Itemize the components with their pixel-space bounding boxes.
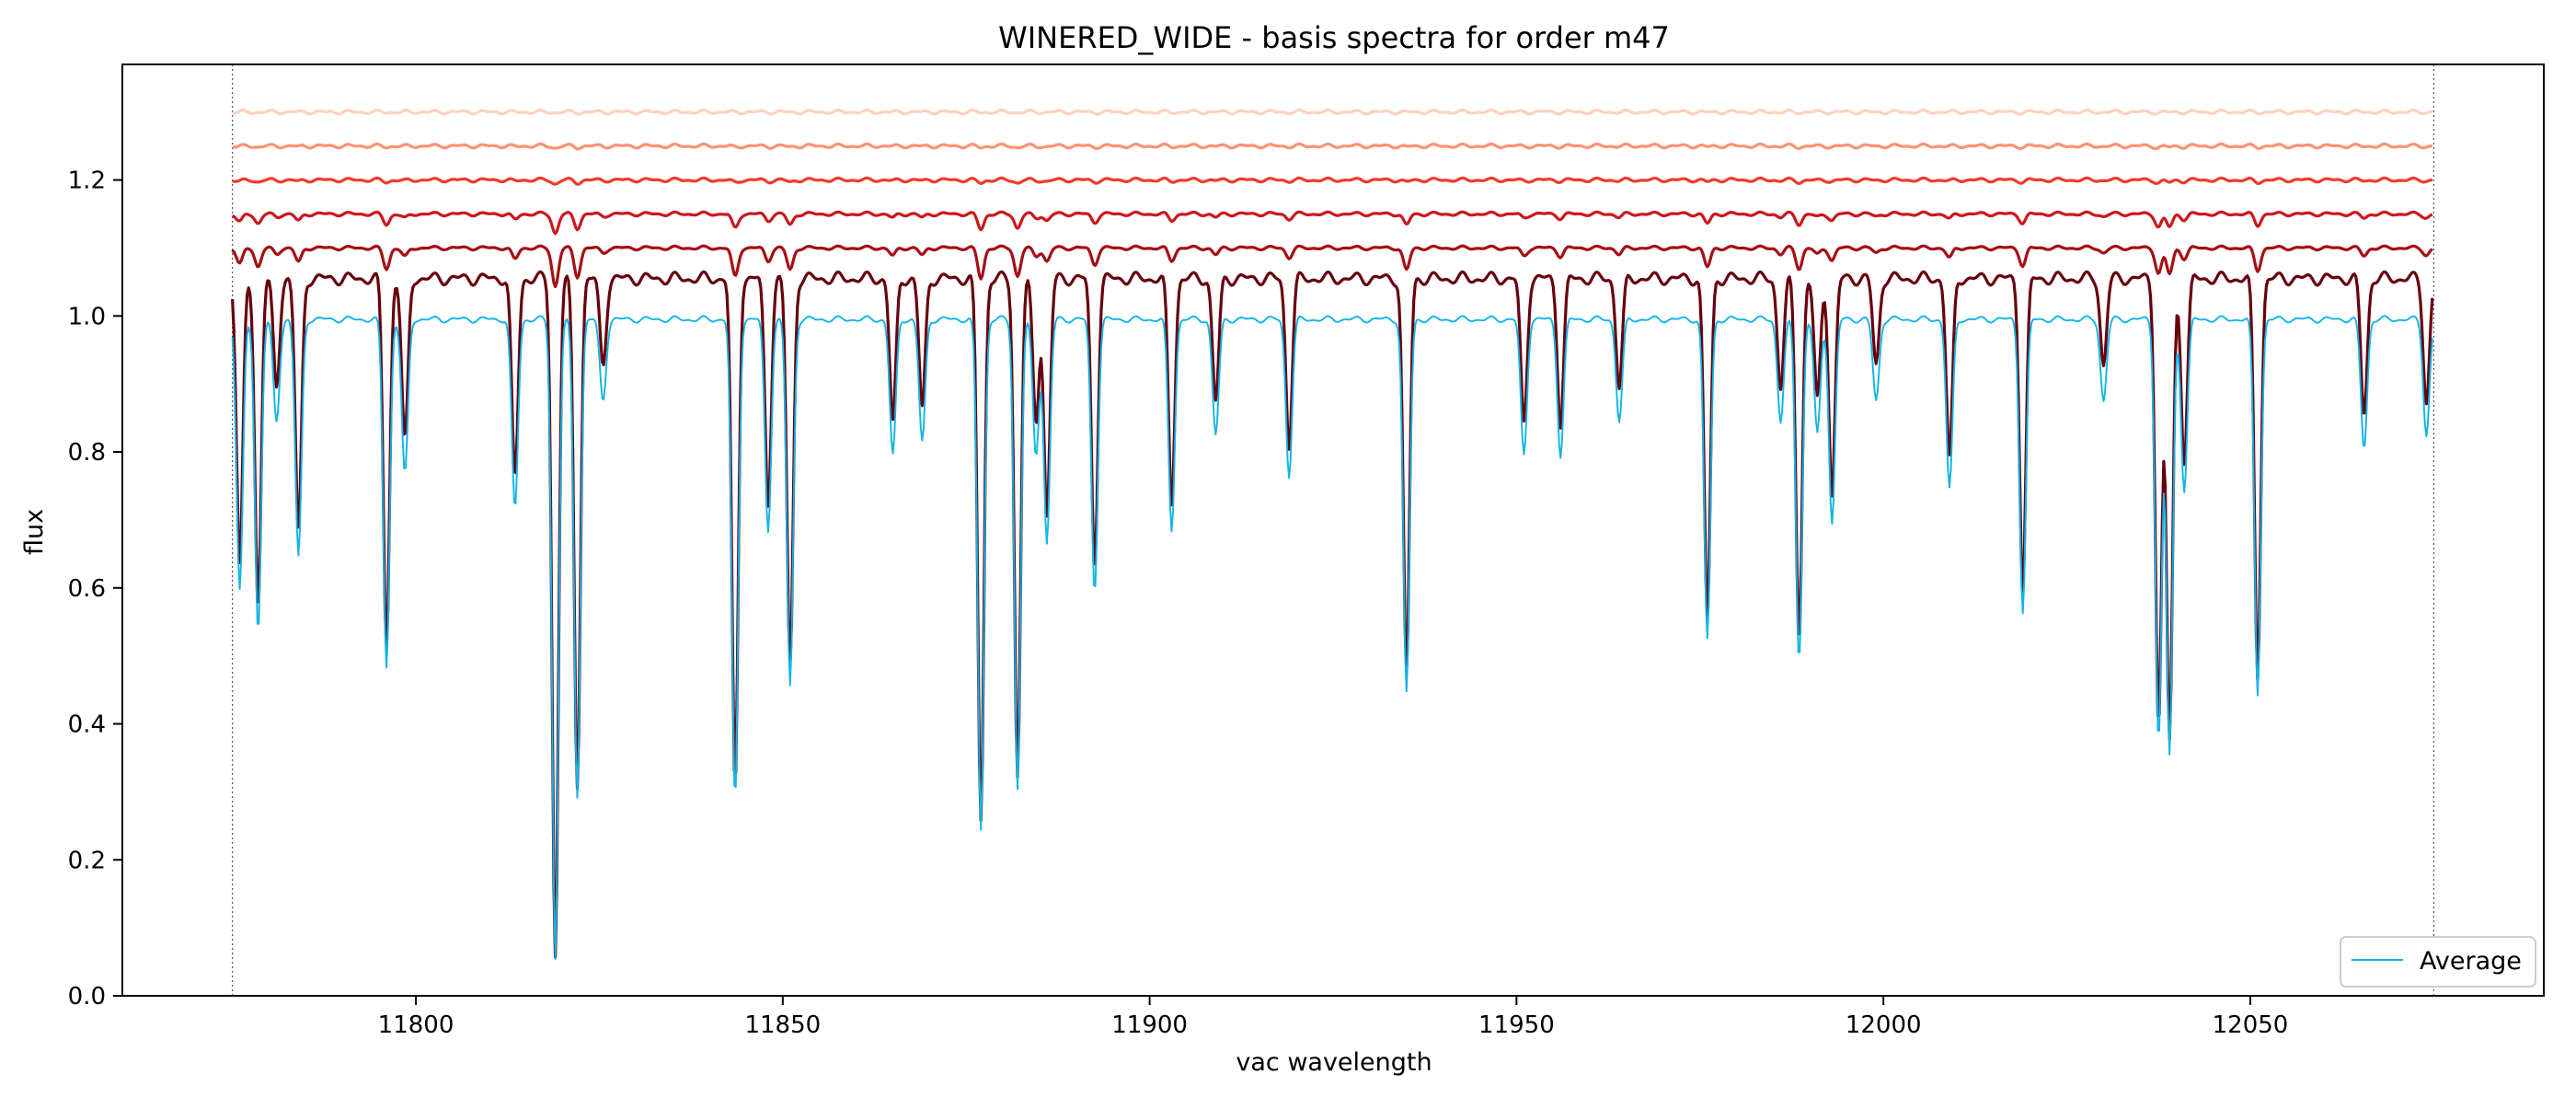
y-tick-label: 0.0 bbox=[68, 983, 106, 1011]
y-tick-label: 0.2 bbox=[68, 847, 106, 874]
y-tick-label: 0.8 bbox=[68, 439, 106, 467]
series-basis-line-2 bbox=[231, 244, 2433, 289]
x-axis: 11800 11850 11900 11950 12000 12050 bbox=[378, 996, 2289, 1039]
axes-frame bbox=[121, 64, 2545, 997]
legend-label-average: Average bbox=[2420, 947, 2522, 976]
series-basis-line-4 bbox=[232, 176, 2432, 186]
series-basis-line-1 bbox=[231, 270, 2434, 959]
x-tick-label: 12050 bbox=[2213, 1011, 2289, 1039]
series-basis-line-5 bbox=[232, 142, 2432, 151]
legend: Average bbox=[2340, 936, 2536, 988]
y-tick-label: 0.6 bbox=[68, 575, 106, 603]
y-axis: 0.0 0.2 0.4 0.6 0.8 1.0 1.2 bbox=[68, 168, 122, 1011]
y-tick-label: 1.0 bbox=[68, 303, 106, 330]
plot-area bbox=[231, 64, 2434, 996]
series-basis-line-3 bbox=[231, 210, 2433, 236]
legend-box bbox=[2340, 936, 2536, 988]
x-tick-label: 11850 bbox=[744, 1011, 821, 1039]
y-tick-label: 1.2 bbox=[68, 168, 106, 195]
x-tick-label: 11900 bbox=[1111, 1011, 1188, 1039]
y-axis-label: flux bbox=[20, 509, 49, 555]
x-tick-label: 12000 bbox=[1846, 1011, 1922, 1039]
y-tick-label: 0.4 bbox=[68, 711, 106, 739]
chart-title: WINERED_WIDE - basis spectra for order m… bbox=[998, 20, 1670, 55]
series-basis-line-6 bbox=[232, 108, 2432, 116]
x-tick-label: 11950 bbox=[1478, 1011, 1555, 1039]
series-average-line bbox=[231, 315, 2433, 960]
x-tick-label: 11800 bbox=[378, 1011, 454, 1039]
x-axis-label: vac wavelength bbox=[1236, 1048, 1432, 1077]
